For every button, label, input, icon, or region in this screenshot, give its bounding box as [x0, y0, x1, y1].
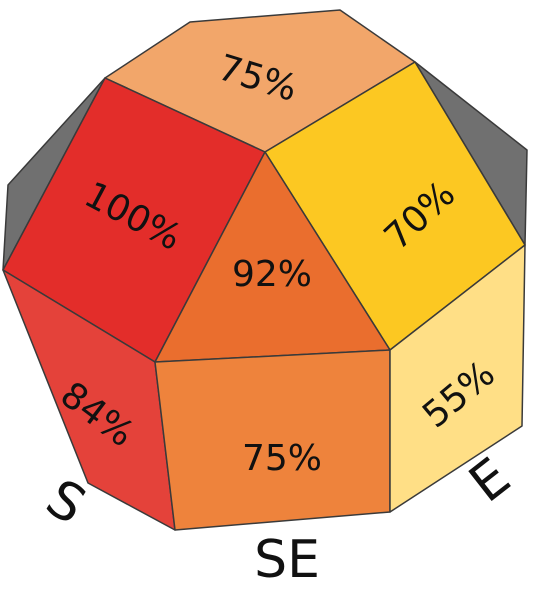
label-center: 92% — [232, 254, 312, 295]
label-lower-center: 75% — [242, 438, 322, 479]
direction-southeast-label: SE — [254, 530, 320, 590]
face-lower-right — [389, 244, 526, 513]
